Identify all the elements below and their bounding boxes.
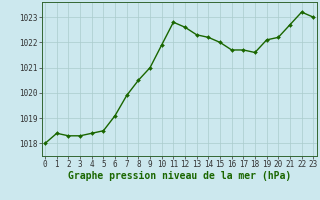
X-axis label: Graphe pression niveau de la mer (hPa): Graphe pression niveau de la mer (hPa): [68, 171, 291, 181]
